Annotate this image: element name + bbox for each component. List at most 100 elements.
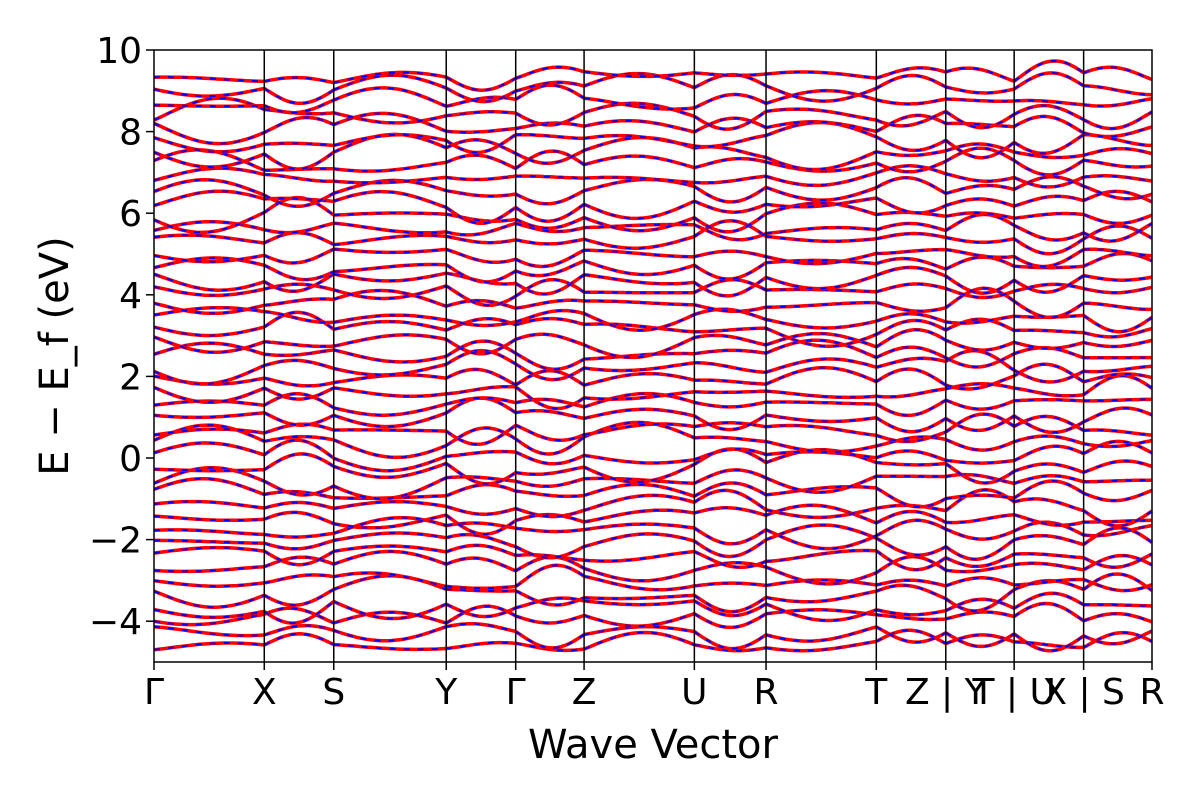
band-line-blue: [694, 157, 767, 169]
band-line-blue: [584, 323, 695, 333]
band-line-red: [945, 610, 1015, 621]
band-line-blue: [445, 557, 517, 572]
band-line-red: [875, 518, 947, 538]
band-line-red: [446, 384, 516, 396]
band-line-blue: [583, 70, 695, 78]
band-line-blue: [694, 421, 767, 428]
band-line-blue: [1014, 578, 1084, 586]
band-line-blue: [153, 302, 265, 315]
band-line-red: [1013, 114, 1085, 135]
band-line-blue: [515, 66, 585, 80]
band-line-blue: [445, 603, 517, 618]
band-line-blue: [333, 600, 447, 620]
band-line-blue: [583, 336, 695, 359]
band-line-blue: [333, 514, 447, 529]
band-line-blue: [1013, 633, 1085, 652]
band-line-blue: [945, 513, 1015, 524]
band-line-blue: [1083, 222, 1153, 243]
band-line-blue: [693, 276, 767, 297]
band-line-blue: [1013, 133, 1085, 155]
band-line-red: [514, 563, 586, 588]
band-line-blue: [945, 213, 1015, 232]
band-line-blue: [584, 300, 695, 306]
band-line-red: [515, 298, 585, 310]
band-line-blue: [583, 408, 695, 420]
band-line-blue: [693, 630, 767, 650]
band-line-blue: [765, 84, 877, 103]
band-line-blue: [263, 439, 335, 460]
band-line-blue: [333, 363, 447, 377]
band-line-blue: [515, 260, 585, 277]
band-line-red: [333, 86, 447, 108]
band-line-blue: [333, 272, 447, 282]
band-line-blue: [945, 147, 1015, 163]
band-line-blue: [765, 590, 877, 603]
band-line-blue: [333, 190, 447, 209]
band-line-blue: [153, 625, 265, 637]
band-line-blue: [1083, 524, 1153, 537]
band-line-blue: [264, 435, 334, 443]
band-line-red: [875, 583, 947, 601]
band-line-blue: [765, 528, 877, 550]
band-line-blue: [1083, 553, 1153, 569]
band-line-blue: [765, 108, 877, 121]
band-line-blue: [263, 392, 335, 409]
band-line-blue: [1013, 369, 1085, 384]
band-line-blue: [515, 553, 585, 562]
band-line-red: [1013, 386, 1084, 398]
band-line-blue: [945, 528, 1015, 541]
band-line-blue: [1083, 147, 1153, 157]
band-line-red: [583, 154, 695, 170]
band-line-blue: [765, 504, 877, 524]
band-line-blue: [445, 317, 517, 332]
band-line-blue: [694, 349, 767, 355]
band-line-blue: [876, 222, 947, 232]
x-tick-label: U: [681, 672, 707, 713]
band-line-blue: [1083, 459, 1153, 474]
band-line-blue: [153, 546, 265, 555]
x-tick-label: T: [864, 672, 888, 713]
band-line-blue: [694, 145, 767, 159]
band-line-blue: [694, 71, 767, 77]
band-line-red: [693, 110, 767, 131]
band-line-blue: [1013, 445, 1085, 462]
band-line-blue: [515, 597, 585, 609]
band-line-red: [875, 318, 947, 336]
band-line-blue: [515, 111, 585, 127]
band-line-blue: [945, 352, 1015, 368]
band-line-blue: [515, 189, 585, 205]
y-axis-title: E − E_f (eV): [32, 236, 78, 475]
band-line-blue: [1013, 579, 1084, 591]
band-line-blue: [694, 379, 767, 386]
band-line-blue: [263, 192, 335, 208]
x-tick-label: X | S: [1042, 672, 1125, 713]
band-line-blue: [153, 608, 265, 619]
band-line-red: [693, 413, 767, 432]
band-line-blue: [1014, 552, 1084, 559]
band-line-blue: [875, 136, 947, 152]
band-line-blue: [765, 150, 877, 171]
band-line-blue: [1014, 562, 1084, 571]
band-line-blue: [1014, 398, 1084, 402]
band-line-blue: [515, 545, 585, 559]
band-line-blue: [694, 250, 767, 258]
band-line-blue: [333, 333, 447, 348]
band-line-red: [515, 408, 585, 421]
band-line-blue: [875, 319, 947, 336]
y-tick-label: 6: [119, 194, 142, 235]
x-tick-label: Y: [434, 672, 458, 713]
band-line-blue: [584, 176, 695, 184]
band-line-blue: [1014, 99, 1084, 106]
band-line-blue: [945, 438, 1015, 452]
band-line-blue: [583, 97, 695, 111]
band-line-blue: [154, 539, 265, 545]
band-line-blue: [333, 462, 447, 479]
band-line-red: [875, 367, 947, 387]
band-line-blue: [945, 318, 1015, 332]
band-line-red: [765, 357, 877, 374]
band-line-red: [765, 365, 877, 386]
band-line-blue: [1083, 111, 1153, 130]
band-line-blue: [1083, 213, 1153, 225]
band-line-blue: [945, 197, 1015, 208]
band-line-red: [1013, 158, 1085, 177]
